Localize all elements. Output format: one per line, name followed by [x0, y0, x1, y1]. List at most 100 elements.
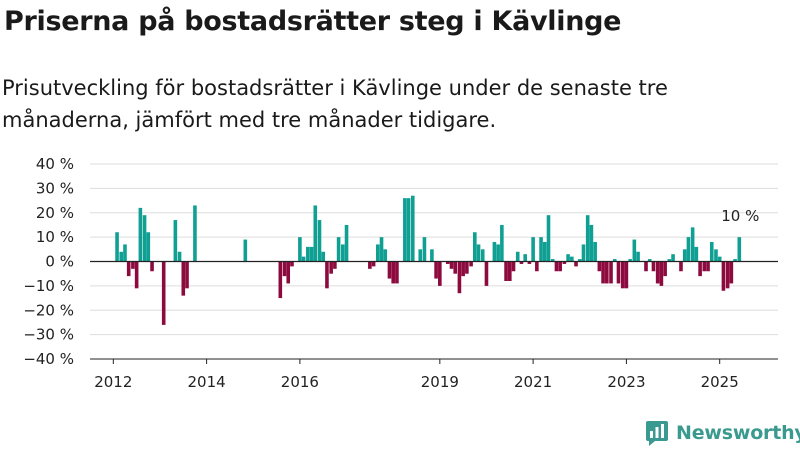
bar	[313, 205, 318, 262]
annotations: 10 %	[721, 207, 759, 225]
bar	[391, 261, 395, 284]
x-tick-label: 2023	[607, 373, 645, 391]
bar	[500, 224, 504, 262]
bar	[671, 254, 675, 262]
chart-title: Priserna på bostadsrätter steg i Kävling…	[4, 6, 622, 37]
y-tick-label: −10 %	[23, 277, 74, 295]
bar	[434, 261, 438, 279]
bar	[438, 261, 442, 286]
bar	[737, 237, 742, 262]
bar	[558, 261, 562, 272]
bar	[717, 256, 722, 262]
bar	[515, 251, 520, 262]
bar	[177, 251, 182, 262]
bar	[698, 261, 702, 277]
x-tick-label: 2025	[701, 373, 739, 391]
bar	[282, 261, 287, 277]
bar	[465, 261, 469, 274]
latest-value-label: 10 %	[721, 207, 759, 225]
bar	[383, 249, 388, 262]
bar	[430, 249, 434, 262]
newsworthy-logo-icon	[646, 421, 668, 446]
bar	[577, 259, 582, 262]
bar	[702, 261, 707, 272]
bar	[333, 261, 337, 269]
bar	[395, 261, 399, 284]
bar	[496, 244, 500, 262]
y-tick-label: 20 %	[36, 204, 74, 222]
bar	[605, 261, 609, 284]
brand-name: Newsworthy	[676, 422, 800, 444]
bar	[317, 220, 322, 262]
bar	[601, 261, 605, 284]
bar	[126, 261, 131, 277]
bar	[480, 249, 485, 262]
bar	[706, 261, 710, 272]
bar	[539, 237, 543, 262]
bar	[647, 259, 652, 262]
bar	[620, 261, 625, 289]
bar	[628, 259, 632, 262]
bar	[725, 261, 730, 289]
x-tick-label: 2021	[514, 373, 552, 391]
bar	[523, 254, 527, 262]
bar	[406, 198, 411, 262]
bar	[535, 261, 539, 272]
bar	[123, 244, 127, 262]
y-tick-label: 10 %	[36, 228, 74, 246]
bar	[457, 261, 462, 294]
bar	[286, 261, 291, 284]
bar	[562, 261, 567, 264]
bar	[624, 261, 629, 289]
bar	[449, 261, 454, 269]
bar	[714, 249, 718, 262]
bar	[597, 261, 602, 272]
bar	[306, 246, 310, 262]
bar	[115, 232, 119, 262]
bar	[574, 261, 578, 267]
bar	[461, 261, 465, 277]
bar	[476, 244, 481, 262]
bar	[278, 261, 283, 299]
bar	[616, 261, 621, 284]
bar	[554, 261, 559, 272]
bar	[651, 261, 656, 272]
bar	[585, 215, 590, 262]
bar	[589, 224, 594, 262]
bar	[581, 244, 586, 262]
bar	[301, 256, 306, 262]
bar	[519, 261, 524, 264]
bar	[325, 261, 329, 289]
x-tick-label: 2016	[281, 373, 319, 391]
y-tick-label: 0 %	[45, 253, 74, 271]
bar	[542, 242, 547, 262]
bar	[694, 246, 699, 262]
x-tick-label: 2012	[94, 373, 132, 391]
bar	[570, 256, 574, 262]
bar	[679, 261, 683, 272]
bar	[733, 259, 737, 262]
y-tick-label: 40 %	[36, 155, 74, 173]
bar	[375, 244, 380, 262]
bar	[593, 242, 597, 262]
y-tick-label: −30 %	[23, 326, 74, 344]
bar	[690, 227, 695, 262]
bar	[161, 261, 166, 325]
bar	[138, 207, 143, 262]
bar	[655, 261, 660, 284]
bar	[612, 259, 617, 262]
bar	[403, 198, 407, 262]
bar	[546, 215, 551, 262]
x-tick-label: 2019	[421, 373, 459, 391]
bar	[336, 237, 341, 262]
bar	[142, 215, 147, 262]
bar	[682, 249, 687, 262]
bar	[418, 249, 423, 262]
bar	[341, 244, 345, 262]
bar	[469, 261, 473, 267]
bar	[410, 195, 415, 262]
x-tick-label: 2014	[188, 373, 226, 391]
bar	[511, 261, 516, 272]
bar	[243, 239, 248, 262]
bar	[531, 237, 535, 262]
